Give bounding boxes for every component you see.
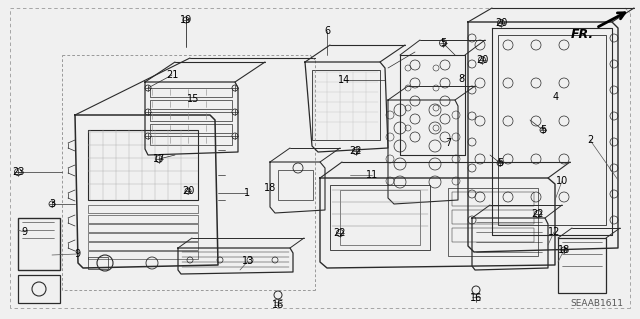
Text: 4: 4 bbox=[553, 92, 559, 102]
Bar bbox=[452, 192, 534, 206]
Bar bbox=[448, 188, 538, 256]
Bar bbox=[150, 124, 232, 133]
Text: 20: 20 bbox=[495, 18, 507, 28]
Text: 16: 16 bbox=[272, 300, 284, 310]
Bar bbox=[150, 136, 232, 145]
Bar bbox=[88, 251, 198, 259]
Text: 5: 5 bbox=[440, 38, 446, 48]
Bar bbox=[498, 35, 606, 225]
Text: 9: 9 bbox=[74, 249, 80, 259]
Bar bbox=[150, 100, 232, 109]
Bar bbox=[330, 185, 430, 250]
Bar bbox=[558, 238, 606, 293]
Text: 9: 9 bbox=[21, 227, 27, 237]
Bar bbox=[452, 210, 534, 224]
Text: 22: 22 bbox=[532, 209, 544, 219]
Text: 8: 8 bbox=[458, 74, 464, 84]
Text: 13: 13 bbox=[242, 256, 254, 266]
Text: 17: 17 bbox=[153, 154, 165, 164]
Bar bbox=[18, 275, 60, 303]
Text: 19: 19 bbox=[180, 15, 192, 25]
Text: 1: 1 bbox=[244, 188, 250, 198]
Text: 7: 7 bbox=[445, 138, 451, 148]
Text: 6: 6 bbox=[324, 26, 330, 36]
Bar bbox=[278, 170, 313, 200]
Text: 10: 10 bbox=[556, 176, 568, 186]
Bar bbox=[452, 228, 534, 242]
Bar bbox=[18, 218, 60, 270]
Bar bbox=[88, 233, 198, 241]
Text: 5: 5 bbox=[540, 125, 546, 135]
Text: 12: 12 bbox=[548, 227, 560, 237]
Bar bbox=[340, 190, 420, 245]
Text: SEAAB1611: SEAAB1611 bbox=[570, 299, 623, 308]
Text: 5: 5 bbox=[497, 158, 503, 168]
Text: 18: 18 bbox=[264, 183, 276, 193]
Bar bbox=[312, 70, 380, 140]
Bar bbox=[88, 242, 198, 250]
Bar bbox=[88, 224, 198, 232]
Bar bbox=[88, 205, 198, 213]
Text: 20: 20 bbox=[182, 186, 194, 196]
Text: FR.: FR. bbox=[571, 28, 594, 41]
Text: 14: 14 bbox=[338, 75, 350, 85]
Text: 20: 20 bbox=[476, 55, 488, 65]
Bar bbox=[88, 215, 198, 223]
Bar bbox=[150, 88, 232, 97]
Text: 23: 23 bbox=[12, 167, 24, 177]
Text: 16: 16 bbox=[470, 293, 482, 303]
Text: 21: 21 bbox=[166, 70, 178, 80]
Bar bbox=[88, 257, 108, 269]
Text: 18: 18 bbox=[558, 245, 570, 255]
Bar bbox=[88, 130, 198, 200]
Text: 3: 3 bbox=[49, 199, 55, 209]
Text: 11: 11 bbox=[366, 170, 378, 180]
Text: 22: 22 bbox=[349, 146, 362, 156]
Bar bbox=[150, 112, 232, 121]
Text: 2: 2 bbox=[587, 135, 593, 145]
Text: 22: 22 bbox=[333, 228, 346, 238]
Text: 15: 15 bbox=[187, 94, 199, 104]
